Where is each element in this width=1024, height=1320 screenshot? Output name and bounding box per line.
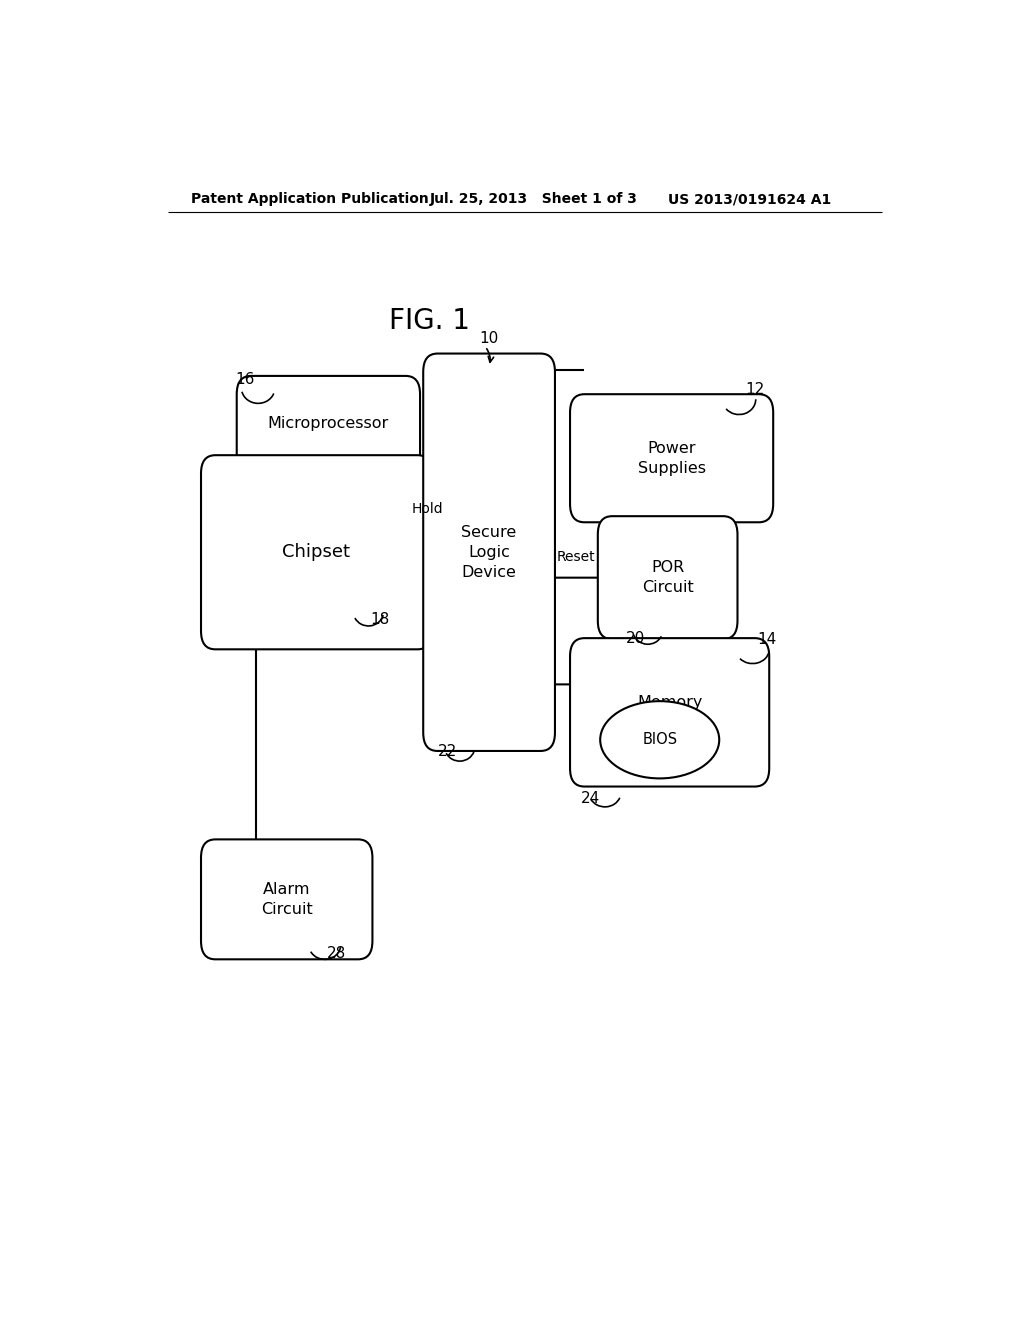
Text: BIOS: BIOS <box>642 733 677 747</box>
Text: Patent Application Publication: Patent Application Publication <box>191 191 429 206</box>
Text: Jul. 25, 2013   Sheet 1 of 3: Jul. 25, 2013 Sheet 1 of 3 <box>430 191 638 206</box>
Text: 18: 18 <box>371 612 390 627</box>
Text: 24: 24 <box>581 791 600 807</box>
Text: 22: 22 <box>438 744 458 759</box>
Text: 12: 12 <box>745 381 765 396</box>
Text: US 2013/0191624 A1: US 2013/0191624 A1 <box>668 191 830 206</box>
FancyBboxPatch shape <box>570 638 769 787</box>
Text: 14: 14 <box>757 632 776 647</box>
Text: FIG. 1: FIG. 1 <box>389 308 470 335</box>
Text: 20: 20 <box>627 631 645 645</box>
Text: Secure
Logic
Device: Secure Logic Device <box>462 525 517 579</box>
Text: POR
Circuit: POR Circuit <box>642 560 693 595</box>
Text: Memory
Device: Memory Device <box>637 694 702 730</box>
Text: Power
Supplies: Power Supplies <box>638 441 706 475</box>
Ellipse shape <box>600 701 719 779</box>
FancyBboxPatch shape <box>598 516 737 639</box>
Text: 28: 28 <box>327 945 346 961</box>
Text: Microprocessor: Microprocessor <box>267 416 389 432</box>
Text: Hold: Hold <box>412 503 443 516</box>
FancyBboxPatch shape <box>423 354 555 751</box>
Text: Reset: Reset <box>557 550 596 565</box>
FancyBboxPatch shape <box>201 840 373 960</box>
FancyBboxPatch shape <box>201 455 432 649</box>
Text: 10: 10 <box>479 331 499 346</box>
FancyBboxPatch shape <box>237 376 420 471</box>
Text: 16: 16 <box>234 372 254 388</box>
Text: Chipset: Chipset <box>283 544 350 561</box>
Text: Alarm
Circuit: Alarm Circuit <box>261 882 312 917</box>
FancyBboxPatch shape <box>570 395 773 523</box>
